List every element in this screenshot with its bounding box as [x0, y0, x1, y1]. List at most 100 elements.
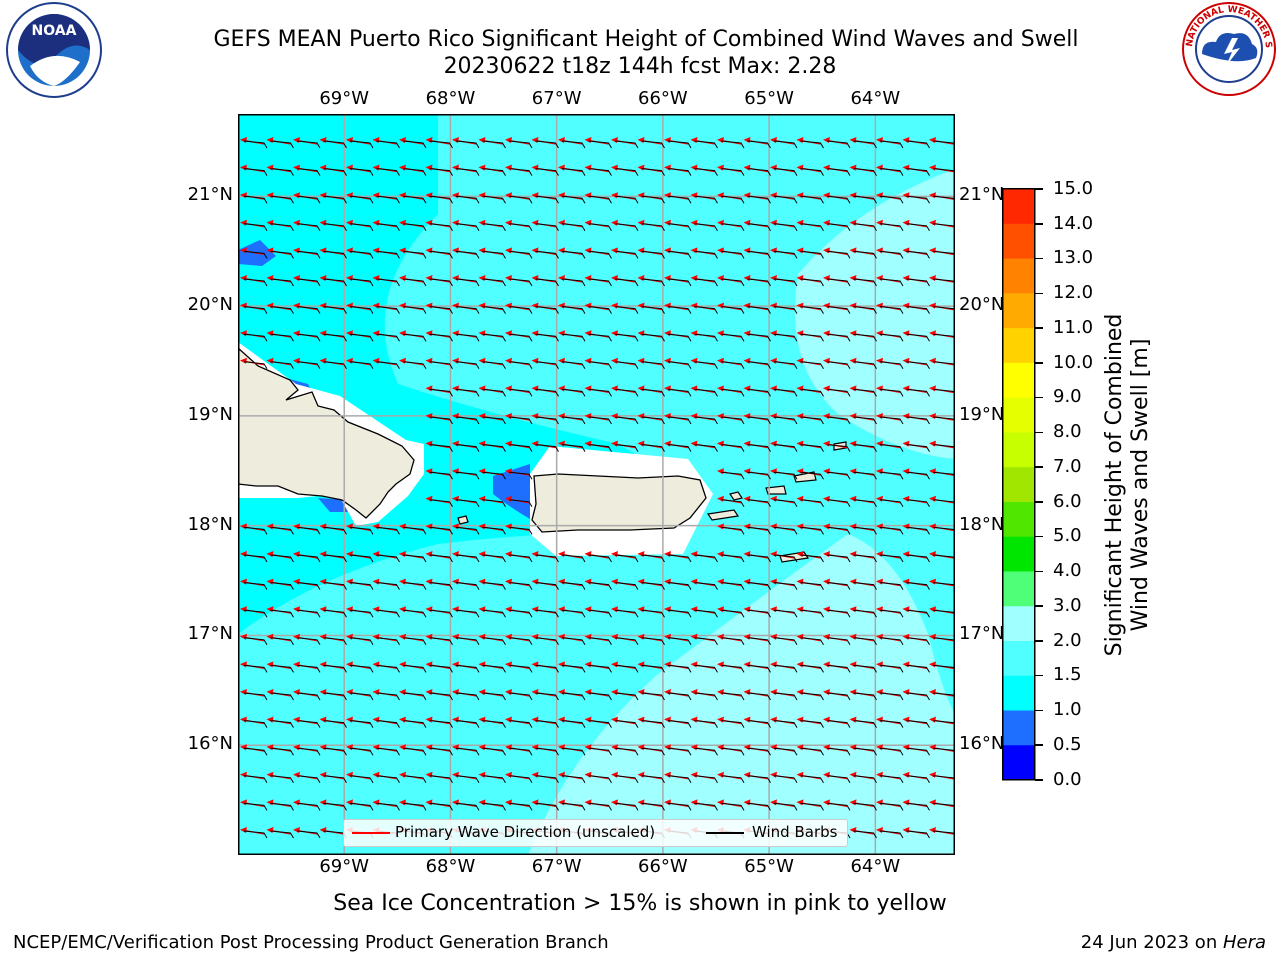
wind-barb — [694, 554, 718, 563]
map-frame — [238, 114, 955, 855]
colorbar-tick-label: 9.0 — [1053, 386, 1082, 408]
wind-barb — [243, 802, 268, 811]
wind-barb — [800, 526, 824, 535]
wind-barb — [667, 664, 692, 673]
wind-barb — [296, 278, 321, 287]
wind-barb — [323, 250, 347, 259]
wind-barb — [243, 747, 268, 756]
wind-barb — [614, 223, 639, 232]
wind-barb — [535, 333, 559, 342]
wind-barb — [561, 306, 586, 314]
wind-barb — [826, 471, 851, 480]
wind-barb — [747, 664, 771, 673]
lat-label-right: 21°N — [959, 184, 1005, 206]
wind-barb — [508, 306, 533, 314]
wind-barb — [296, 195, 321, 204]
wind-barb — [879, 802, 904, 811]
wind-barb — [429, 278, 453, 287]
wind-barb — [614, 609, 639, 618]
wind-barb — [455, 361, 480, 370]
wind-barb — [508, 416, 533, 425]
wind-barb — [535, 306, 559, 314]
wind-barb — [853, 361, 877, 370]
wind-barb — [853, 416, 877, 425]
wind-barb — [376, 720, 400, 728]
wind-barb — [906, 388, 930, 397]
wind-barb — [853, 692, 877, 701]
colorbar-tick-mark — [1035, 640, 1043, 642]
wind-barb — [932, 526, 955, 534]
wind-barb — [482, 168, 506, 176]
wind-barb — [932, 637, 955, 645]
wind-barb — [296, 802, 321, 811]
wind-barb — [243, 223, 268, 232]
map-panel — [238, 114, 955, 855]
wind-barb — [641, 720, 665, 728]
wind-barb — [270, 802, 294, 811]
wind-barb — [826, 526, 851, 535]
wind-barb — [614, 306, 639, 314]
wind-barb — [296, 333, 321, 342]
legend-wave-label: Primary Wave Direction (unscaled) — [395, 823, 656, 841]
wind-barb — [349, 195, 374, 204]
colorbar-tick-label: 3.0 — [1053, 594, 1082, 616]
wind-barb — [720, 747, 745, 756]
wind-barb — [482, 692, 506, 701]
wind-barb — [349, 250, 374, 259]
wind-barb — [296, 306, 321, 314]
wind-barb — [429, 692, 453, 701]
wind-barb — [243, 526, 268, 535]
wind-barb — [694, 278, 718, 287]
wind-barb — [243, 140, 268, 149]
wind-barb — [747, 416, 771, 425]
wind-barb — [614, 582, 639, 590]
wind-barb — [243, 720, 268, 728]
wind-barb — [588, 278, 612, 287]
wind-barb — [773, 416, 798, 425]
wind-barb — [720, 388, 745, 397]
wind-barb — [826, 499, 851, 508]
wind-barb — [376, 140, 400, 149]
colorbar-tick-label: 13.0 — [1053, 247, 1094, 269]
wind-barb — [641, 278, 665, 287]
wind-barb — [535, 775, 559, 784]
wind-barb — [773, 140, 798, 149]
wind-barb — [800, 416, 824, 425]
wind-barb — [482, 609, 506, 618]
wind-barb — [720, 554, 745, 563]
wind-barb — [879, 306, 904, 314]
wind-barb — [641, 802, 665, 811]
wind-barb — [323, 526, 347, 535]
wind-barb — [800, 554, 824, 563]
wind-barb — [482, 582, 506, 590]
wind-barb — [270, 664, 294, 673]
wind-barb — [614, 720, 639, 728]
wind-barb — [508, 609, 533, 618]
colorbar-segment — [1002, 466, 1035, 502]
wind-barb — [588, 720, 612, 728]
wind-barb — [349, 168, 374, 176]
wind-barb — [588, 333, 612, 342]
wind-barb — [296, 168, 321, 176]
wind-barb — [270, 223, 294, 232]
wind-barb — [800, 223, 824, 232]
wind-barb — [879, 333, 904, 342]
wind-barb — [270, 830, 294, 839]
wind-barb — [323, 278, 347, 287]
wind-barb — [720, 333, 745, 342]
wind-barb — [879, 637, 904, 646]
wind-barb — [243, 554, 268, 563]
wind-barb — [561, 195, 586, 204]
wind-barb — [588, 140, 612, 149]
colorbar-tick-mark — [1035, 292, 1043, 295]
wind-barb — [270, 306, 294, 314]
wind-barb — [323, 140, 347, 149]
wind-barb — [482, 747, 506, 756]
wind-barb — [614, 444, 639, 452]
colorbar-segment — [1002, 362, 1035, 398]
wind-barb — [561, 168, 586, 176]
wind-barb — [535, 444, 559, 452]
wind-barb — [535, 802, 559, 811]
wind-barb — [800, 168, 824, 176]
wind-barb — [482, 802, 506, 811]
